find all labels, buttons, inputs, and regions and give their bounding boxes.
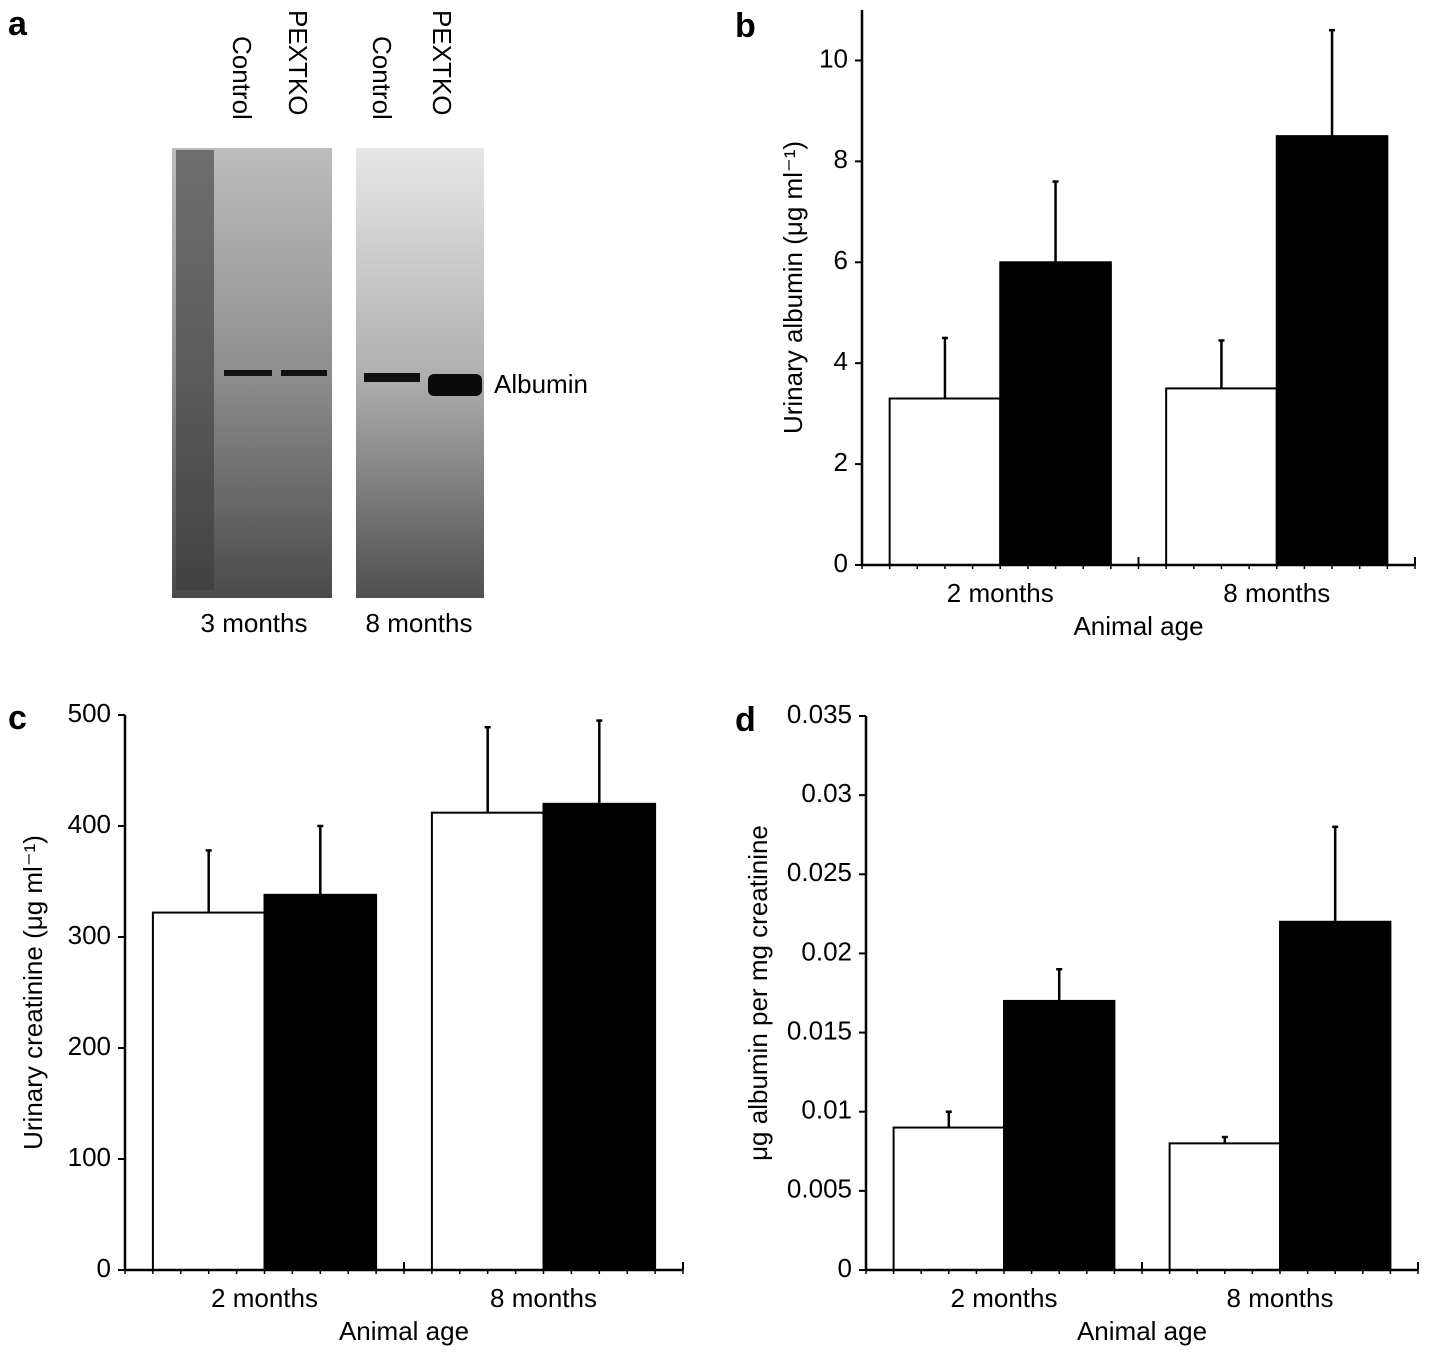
y-tick-label: 2 [834, 447, 848, 477]
y-tick-label: 200 [68, 1031, 111, 1061]
bar [1003, 999, 1116, 1272]
bar [892, 1126, 1005, 1271]
y-tick-label: 4 [834, 346, 848, 376]
y-tick-label: 400 [68, 809, 111, 839]
band-label: Albumin [494, 369, 588, 399]
y-tick-label: 0 [834, 548, 848, 578]
ladder-lane [176, 150, 214, 590]
lane-label: PEXTKO [283, 10, 313, 115]
x-axis-label: Animal age [339, 1316, 469, 1346]
y-tick-label: 0.025 [787, 857, 852, 887]
gel-band [281, 370, 327, 376]
bar [263, 893, 378, 1271]
panel-label: d [735, 701, 756, 739]
bar [1275, 135, 1389, 567]
bar [999, 261, 1112, 566]
lane-label: Control [227, 36, 257, 120]
x-axis-label: Animal age [1077, 1316, 1207, 1346]
y-tick-label: 0.02 [801, 936, 852, 966]
y-tick-label: 300 [68, 920, 111, 950]
y-tick-label: 0.03 [801, 778, 852, 808]
panel-label: a [8, 5, 28, 43]
bar [430, 811, 545, 1271]
x-tick-label: 8 months [490, 1283, 597, 1313]
panel-label: b [735, 7, 756, 45]
y-tick-label: 6 [834, 245, 848, 275]
x-tick-label: 2 months [947, 578, 1054, 608]
x-tick-label: 2 months [951, 1283, 1058, 1313]
x-tick-label: 2 months [211, 1283, 318, 1313]
y-tick-label: 8 [834, 144, 848, 174]
y-axis-label: μg albumin per mg creatinine [743, 825, 773, 1161]
y-tick-label: 0 [838, 1253, 852, 1283]
gel-band [364, 373, 420, 382]
x-tick-label: 8 months [1223, 578, 1330, 608]
panel-label: c [8, 699, 27, 737]
bar [1165, 387, 1278, 566]
y-axis-label: Urinary albumin (μg ml⁻¹) [778, 141, 808, 434]
bar [151, 911, 266, 1272]
y-tick-label: 10 [819, 43, 848, 73]
y-axis-label: Urinary creatinine (μg ml⁻¹) [18, 835, 48, 1150]
lane-label: PEXTKO [427, 10, 457, 115]
y-tick-label: 0.01 [801, 1095, 852, 1125]
y-tick-label: 0.015 [787, 1015, 852, 1045]
group-label: 3 months [201, 608, 308, 638]
bar [888, 397, 1002, 566]
bar [1168, 1142, 1281, 1272]
x-axis-label: Animal age [1073, 611, 1203, 641]
y-tick-label: 500 [68, 698, 111, 728]
gel-band [428, 374, 482, 396]
group-label: 8 months [366, 608, 473, 638]
y-tick-label: 0.035 [787, 699, 852, 729]
y-tick-label: 100 [68, 1142, 111, 1172]
bar [1279, 920, 1392, 1271]
lane-label: Control [367, 36, 397, 120]
gel-panel: a Control PEXTKO Control PEXTKO Albumin … [8, 5, 588, 638]
y-tick-label: 0.005 [787, 1174, 852, 1204]
x-tick-label: 8 months [1227, 1283, 1334, 1313]
y-tick-label: 0 [97, 1253, 111, 1283]
bar [542, 802, 657, 1271]
gel-band [224, 370, 272, 376]
